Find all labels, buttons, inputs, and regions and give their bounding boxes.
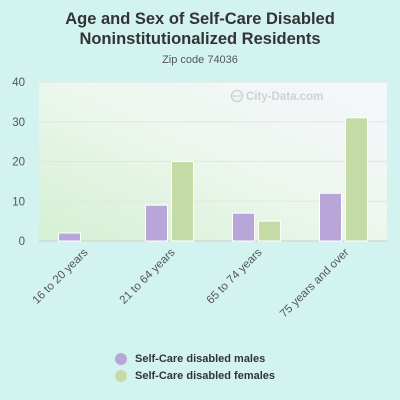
watermark: City-Data.com — [230, 89, 323, 103]
bar-males — [232, 212, 255, 242]
bar-females — [258, 220, 281, 242]
bar-females — [345, 117, 368, 242]
legend-label-females: Self-Care disabled females — [135, 369, 276, 382]
x-tick-label: 75 years and over — [278, 247, 352, 321]
y-tick-label: 10 — [12, 196, 25, 208]
y-tick-label: 30 — [12, 117, 25, 129]
svg-text:City-Data.com: City-Data.com — [246, 91, 323, 103]
chart-title: Age and Sex of Self-Care Disabled Nonins… — [65, 10, 335, 48]
bar-males — [58, 232, 81, 242]
bar-males — [145, 204, 168, 242]
legend-swatch-females — [115, 369, 127, 382]
x-tick-label: 16 to 20 years — [31, 246, 91, 306]
legend-label-males: Self-Care disabled males — [135, 352, 266, 365]
x-tick-label: 21 to 64 years — [118, 246, 178, 306]
chart-subtitle: Zip code 74036 — [162, 54, 238, 66]
y-tick-label: 40 — [12, 77, 25, 89]
bar-females — [171, 161, 194, 242]
x-tick-label: 65 to 74 years — [205, 246, 265, 306]
y-tick-label: 20 — [12, 157, 25, 169]
legend-item-females: Self-Care disabled females — [115, 367, 275, 384]
bar-males — [319, 192, 342, 242]
legend: Self-Care disabled males Self-Care disab… — [115, 350, 275, 384]
legend-item-males: Self-Care disabled males — [115, 350, 275, 367]
y-tick-label: 0 — [19, 236, 25, 248]
legend-swatch-males — [115, 352, 127, 365]
